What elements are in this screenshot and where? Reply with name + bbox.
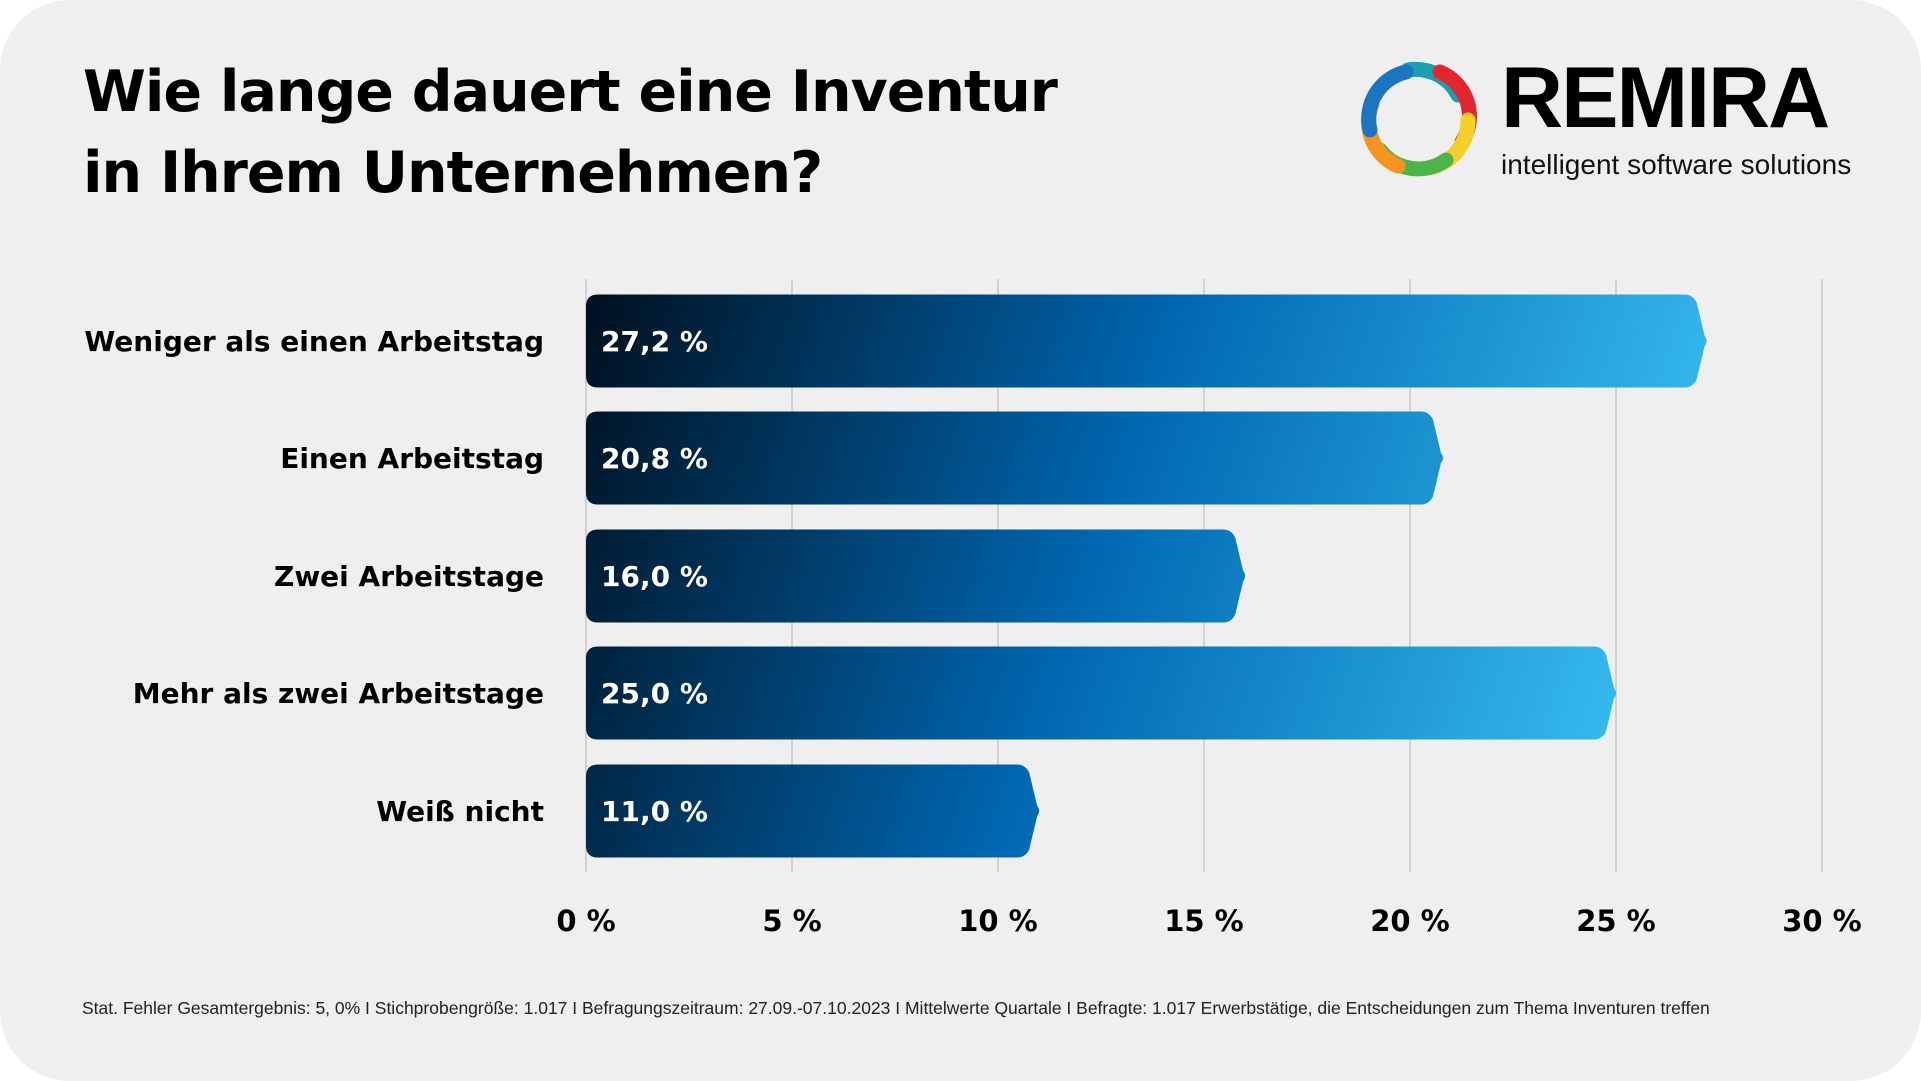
bar-value-label: 25,0 %	[601, 677, 708, 710]
bar	[586, 529, 1246, 623]
remira-swirl-icon	[1361, 61, 1477, 177]
footer-note: Stat. Fehler Gesamtergebnis: 5, 0% I Sti…	[82, 998, 1710, 1018]
category-label: Mehr als zwei Arbeitstage	[133, 677, 544, 710]
bar	[586, 411, 1443, 505]
bar-value-label: 27,2 %	[601, 325, 708, 358]
bar	[586, 646, 1616, 740]
x-tick-label: 5 %	[762, 904, 821, 938]
logo-tagline: intelligent software solutions	[1501, 149, 1852, 180]
category-label: Zwei Arbeitstage	[274, 560, 544, 593]
category-label: Einen Arbeitstag	[280, 442, 544, 475]
bar	[586, 764, 1040, 858]
bar	[586, 294, 1707, 388]
x-tick-label: 30 %	[1782, 904, 1862, 938]
x-tick-label: 10 %	[958, 904, 1038, 938]
category-label: Weiß nicht	[376, 795, 544, 828]
page-title: Wie lange dauert eine Inventur in Ihrem …	[83, 52, 1058, 214]
x-tick-label: 0 %	[556, 904, 615, 938]
title-line-1: Wie lange dauert eine Inventur	[83, 59, 1058, 125]
bar-value-label: 20,8 %	[601, 442, 708, 475]
bar-value-label: 16,0 %	[601, 560, 708, 593]
x-tick-label: 25 %	[1576, 904, 1656, 938]
title-line-2: in Ihrem Unternehmen?	[83, 140, 823, 206]
x-tick-label: 15 %	[1164, 904, 1244, 938]
bar-value-label: 11,0 %	[601, 795, 708, 828]
category-label: Weniger als einen Arbeitstag	[84, 325, 544, 358]
remira-logo: REMIRA intelligent software solutions	[1353, 55, 1893, 185]
x-tick-label: 20 %	[1370, 904, 1450, 938]
logo-brand: REMIRA	[1501, 50, 1830, 146]
